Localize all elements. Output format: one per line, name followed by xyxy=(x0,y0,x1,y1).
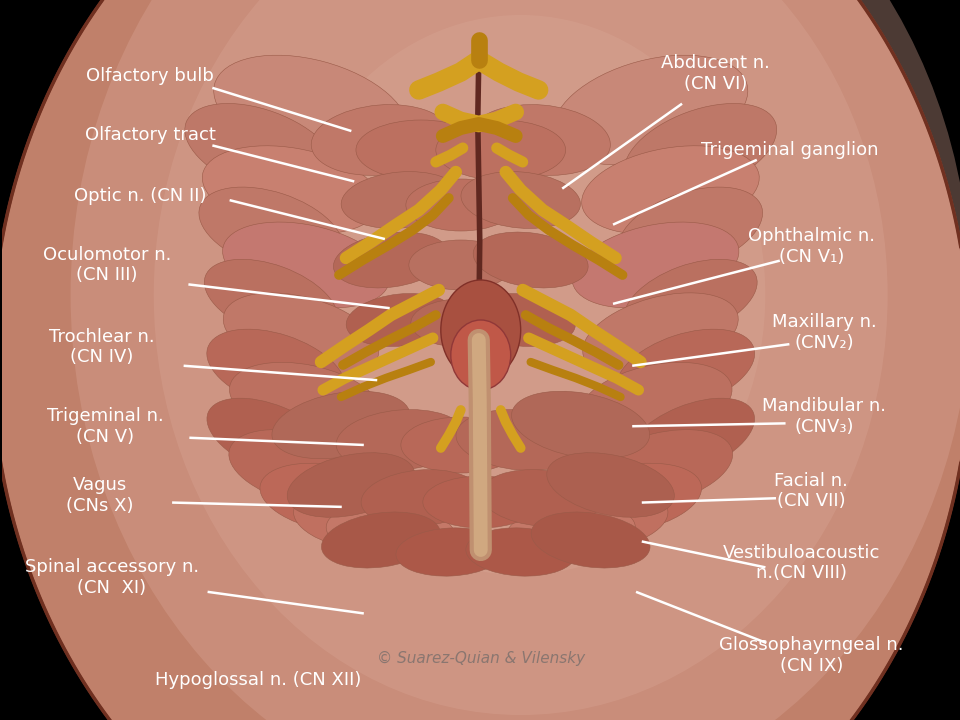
Text: Abducent n.
(CN VI): Abducent n. (CN VI) xyxy=(661,54,770,93)
Ellipse shape xyxy=(481,469,600,526)
Ellipse shape xyxy=(441,280,520,380)
Text: Trigeminal n.
(CN V): Trigeminal n. (CN V) xyxy=(47,407,163,446)
Text: Facial n.
(CN VII): Facial n. (CN VII) xyxy=(775,472,849,510)
Ellipse shape xyxy=(583,293,738,377)
Ellipse shape xyxy=(582,145,759,234)
Ellipse shape xyxy=(260,463,402,533)
Ellipse shape xyxy=(409,240,513,290)
Ellipse shape xyxy=(228,430,373,506)
Ellipse shape xyxy=(618,187,762,273)
Ellipse shape xyxy=(154,0,888,715)
Ellipse shape xyxy=(199,187,344,273)
Text: Spinal accessory n.
(CN  XI): Spinal accessory n. (CN XI) xyxy=(25,558,199,597)
Ellipse shape xyxy=(466,528,576,576)
Ellipse shape xyxy=(512,391,650,459)
Text: Olfactory bulb: Olfactory bulb xyxy=(86,67,214,85)
Ellipse shape xyxy=(466,294,575,346)
Ellipse shape xyxy=(473,232,588,288)
Ellipse shape xyxy=(588,430,732,506)
Ellipse shape xyxy=(461,171,581,228)
Ellipse shape xyxy=(451,320,511,390)
Ellipse shape xyxy=(203,145,380,234)
Ellipse shape xyxy=(185,104,337,197)
Ellipse shape xyxy=(411,299,511,347)
Ellipse shape xyxy=(347,294,456,346)
Text: Oculomotor n.
(CN III): Oculomotor n. (CN III) xyxy=(43,246,171,284)
Ellipse shape xyxy=(207,398,335,478)
Ellipse shape xyxy=(223,222,390,308)
Text: Maxillary n.
(CNV₂): Maxillary n. (CNV₂) xyxy=(772,313,876,352)
Ellipse shape xyxy=(422,476,539,528)
Text: Olfactory tract: Olfactory tract xyxy=(84,127,215,145)
Ellipse shape xyxy=(547,453,674,517)
Ellipse shape xyxy=(572,222,739,308)
Ellipse shape xyxy=(333,232,448,288)
Ellipse shape xyxy=(361,469,481,526)
Ellipse shape xyxy=(229,362,383,441)
Ellipse shape xyxy=(401,417,520,473)
Ellipse shape xyxy=(531,512,650,568)
Ellipse shape xyxy=(71,0,960,720)
Text: Trigeminal ganglion: Trigeminal ganglion xyxy=(701,141,878,159)
Ellipse shape xyxy=(560,463,702,533)
Ellipse shape xyxy=(336,410,466,470)
Ellipse shape xyxy=(204,259,338,341)
Ellipse shape xyxy=(326,503,456,560)
Text: Trochlear n.
(CN IV): Trochlear n. (CN IV) xyxy=(49,328,155,366)
Ellipse shape xyxy=(436,120,565,180)
Ellipse shape xyxy=(276,15,765,575)
Ellipse shape xyxy=(616,329,755,411)
Ellipse shape xyxy=(579,362,732,441)
Ellipse shape xyxy=(224,293,379,377)
Ellipse shape xyxy=(396,528,506,576)
Text: Optic n. (CN II): Optic n. (CN II) xyxy=(74,187,206,205)
Text: Glossophayrngeal n.
(CN IX): Glossophayrngeal n. (CN IX) xyxy=(719,636,903,675)
Ellipse shape xyxy=(624,104,777,197)
Ellipse shape xyxy=(294,489,428,552)
Ellipse shape xyxy=(506,503,636,560)
Ellipse shape xyxy=(311,104,450,176)
Text: Mandibular n.
(CNV₃): Mandibular n. (CNV₃) xyxy=(762,397,886,436)
Ellipse shape xyxy=(553,55,748,165)
Ellipse shape xyxy=(624,259,757,341)
Ellipse shape xyxy=(322,512,441,568)
Ellipse shape xyxy=(341,171,461,228)
Text: Vagus
(CNs X): Vagus (CNs X) xyxy=(66,476,134,515)
Text: © Suarez-Quian & Vilensky: © Suarez-Quian & Vilensky xyxy=(376,650,585,665)
Ellipse shape xyxy=(533,489,668,552)
Ellipse shape xyxy=(287,453,415,517)
Ellipse shape xyxy=(406,179,516,231)
Ellipse shape xyxy=(626,398,755,478)
Ellipse shape xyxy=(214,55,408,165)
Text: Ophthalmic n.
(CN V₁): Ophthalmic n. (CN V₁) xyxy=(748,227,875,266)
Text: Hypoglossal n. (CN XII): Hypoglossal n. (CN XII) xyxy=(156,671,362,690)
Ellipse shape xyxy=(471,104,611,176)
Ellipse shape xyxy=(206,329,346,411)
Ellipse shape xyxy=(356,120,486,180)
Ellipse shape xyxy=(272,391,410,459)
Ellipse shape xyxy=(456,410,586,470)
Text: Vestibuloacoustic
n.(CN VIII): Vestibuloacoustic n.(CN VIII) xyxy=(723,544,880,582)
